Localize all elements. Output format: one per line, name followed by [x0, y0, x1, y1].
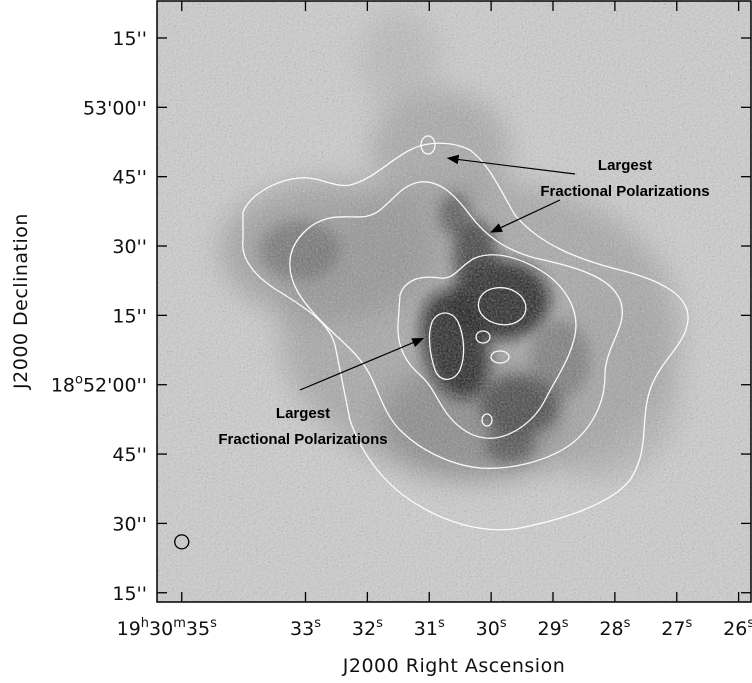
y-tick-label: 15''	[112, 305, 147, 327]
contour-level-4a	[428, 312, 465, 381]
intensity-heatmap	[157, 1, 751, 602]
y-tick-label: 30''	[112, 236, 147, 258]
contour-level-3	[397, 254, 577, 439]
plot-frame	[156, 0, 752, 603]
annotation-arrow	[299, 337, 425, 391]
y-tick-label: 45''	[112, 167, 147, 189]
contour-small-2	[490, 350, 510, 364]
x-tick-label: 32s	[352, 616, 383, 640]
y-tick-label: 53'00''	[83, 97, 147, 119]
contour-level-2	[289, 181, 623, 469]
annotation-text: Largest	[276, 405, 330, 422]
x-axis-title: J2000 Right Ascension	[342, 655, 566, 677]
y-tick-label: 30''	[112, 513, 147, 535]
contour-level-1	[242, 142, 689, 531]
x-tick-label: 26s	[723, 616, 752, 640]
x-axis: 19h30m35s 33s 32s 31s 30s 29s 28s 27s 26s	[117, 1, 752, 640]
x-tick-label: 33s	[290, 616, 321, 640]
x-tick-label: 27s	[661, 616, 692, 640]
annotation-largest-fractional-polarizations: Largest Fractional Polarizations	[218, 337, 425, 448]
annotations: Largest Fractional Polarizations Largest Fr…	[218, 154, 710, 448]
contour-small-1	[475, 330, 491, 344]
x-tick-label: 19h30m35s	[117, 616, 217, 640]
annotation-arrow	[446, 154, 576, 175]
annotation-text: Largest	[598, 157, 652, 174]
contour-level-4b	[477, 287, 527, 326]
x-tick-label: 31s	[414, 616, 445, 640]
annotation-text: Fractional Polarizations	[218, 431, 387, 448]
y-axis: 15'' 53'00'' 45'' 30'' 15'' 18o52'00'' 45'' 30'…	[51, 28, 751, 605]
y-axis-title: J2000 Declination	[10, 213, 32, 390]
intensity-contours	[242, 135, 689, 531]
annotation-largest-fractional-polarizations: Largest Fractional Polarizations	[446, 154, 710, 233]
x-tick-label: 28s	[599, 616, 630, 640]
y-tick-label: 18o52'00''	[51, 373, 147, 397]
y-tick-label: 45''	[112, 444, 147, 466]
x-tick-label: 30s	[476, 616, 507, 640]
contour-small-4	[420, 135, 436, 155]
beam-marker	[174, 534, 190, 550]
y-tick-label: 15''	[112, 583, 147, 605]
y-tick-label: 15''	[112, 28, 147, 50]
annotation-text: Fractional Polarizations	[540, 183, 709, 200]
x-tick-label: 29s	[538, 616, 569, 640]
annotation-arrow	[490, 199, 561, 233]
contour-small-3	[481, 413, 493, 427]
